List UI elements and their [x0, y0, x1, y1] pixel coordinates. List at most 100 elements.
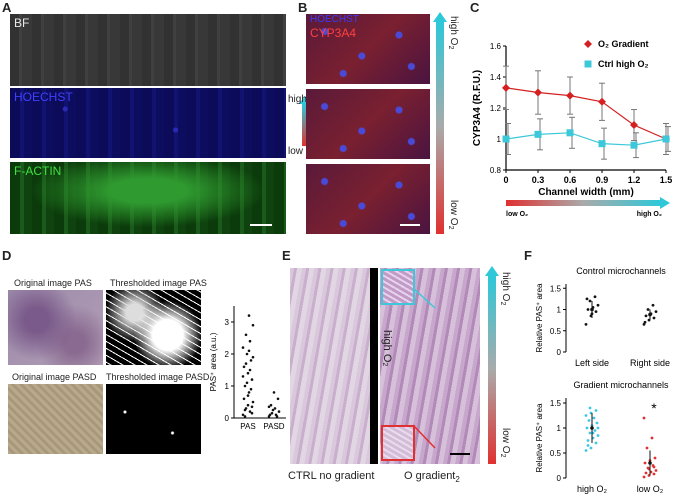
- ctrl-no-gradient-image: [290, 268, 370, 464]
- cyp3a4-image-middle: [306, 89, 430, 159]
- data-point: [246, 371, 250, 375]
- data-point: [251, 355, 255, 359]
- data-point: [247, 391, 251, 394]
- x-tick-label: 0: [503, 175, 508, 185]
- data-point: [654, 310, 658, 314]
- d-title-thresholded-pasd: Thresholded image PASD: [106, 372, 210, 382]
- scale-bar: [250, 224, 272, 226]
- data-point: [249, 359, 253, 362]
- data-point: [585, 426, 589, 430]
- data-point: [584, 449, 588, 452]
- series-line: [505, 132, 667, 146]
- data-point: [596, 426, 600, 430]
- hoechst-label: HOECHST: [14, 90, 73, 104]
- x-category-label: PASD: [263, 422, 284, 431]
- y-tick-label: 1.4: [490, 73, 502, 82]
- data-point: [246, 394, 250, 397]
- data-point: [594, 409, 598, 412]
- d-title-original-pasd: Original image PASD: [12, 372, 97, 382]
- data-point: [250, 405, 254, 409]
- data-point: [594, 310, 598, 314]
- data-point: [277, 410, 281, 413]
- y-tick-label: 0.5: [550, 449, 562, 458]
- mean-marker: [648, 461, 652, 465]
- legend-label: O₂ Gradient: [598, 39, 649, 49]
- e-low-o2-label: low O2: [499, 428, 511, 458]
- data-point: [594, 441, 598, 445]
- panel-letter-d: D: [2, 248, 12, 263]
- data-point: [268, 413, 272, 417]
- data-point: [653, 456, 657, 460]
- cyp3a4-image-top: HOECHST CYP3A4: [306, 14, 430, 84]
- hoechst-label-b: HOECHST: [310, 14, 359, 25]
- data-point: [273, 407, 277, 410]
- data-point: [270, 411, 274, 415]
- panel-letter-b: B: [298, 0, 308, 15]
- cyp3a4-image-bottom: [306, 164, 430, 234]
- panel-letter-a: A: [2, 0, 12, 15]
- data-point: [250, 378, 254, 381]
- data-point: [642, 416, 646, 420]
- inset-connector-lines: [412, 287, 470, 455]
- data-point: [248, 368, 252, 372]
- data-point-diamond: [566, 91, 574, 100]
- data-point: [247, 349, 251, 353]
- panel-letter-e: E: [282, 248, 291, 263]
- data-point: [243, 415, 247, 418]
- data-point: [644, 314, 648, 318]
- data-point: [642, 475, 646, 479]
- data-point: [643, 461, 647, 465]
- chart-f-bottom: Gradient microchannels 0 0.5 1 1.5 Relative P…: [535, 380, 669, 494]
- oxygen-gradient-bar-e: [485, 266, 499, 464]
- x-category-label: high O₂: [577, 484, 608, 494]
- panel-letter-c: C: [470, 0, 480, 15]
- data-point: [588, 406, 592, 410]
- data-point: [596, 434, 600, 437]
- data-point-diamond: [598, 97, 606, 106]
- data-point: [593, 429, 597, 432]
- e-caption-gradient: O gradient2: [404, 470, 460, 485]
- data-point: [245, 352, 249, 356]
- data-point: [654, 469, 658, 472]
- data-point: [251, 400, 255, 404]
- x-tick-label: 1.2: [628, 175, 641, 185]
- series-line: [505, 87, 667, 140]
- brightfield-image: BF: [10, 14, 286, 86]
- data-point: [644, 471, 648, 475]
- original-pasd-image: [8, 384, 103, 454]
- data-point: [643, 320, 647, 324]
- gradient-arrow-head: [660, 197, 670, 209]
- x-tick-label: 0.6: [564, 175, 577, 185]
- x-tick-label: 0.3: [532, 175, 545, 185]
- data-point: [584, 414, 588, 417]
- axis-low-label: low O₂: [506, 211, 528, 218]
- data-point: [652, 316, 656, 320]
- data-point: [586, 439, 590, 442]
- y-tick-label: 1: [225, 382, 230, 391]
- d-title-thresholded-pas: Thresholded image PAS: [110, 278, 207, 288]
- data-point: [242, 397, 246, 401]
- data-point-diamond: [502, 83, 510, 92]
- data-point-square: [502, 135, 510, 143]
- data-point: [269, 403, 273, 407]
- data-point: [271, 408, 275, 412]
- oxygen-gradient-bar-c: [506, 200, 660, 206]
- data-point: [584, 322, 588, 326]
- y-tick-label: 1: [557, 306, 562, 315]
- data-point: [651, 303, 655, 307]
- data-point-square: [534, 130, 542, 138]
- y-tick-label: 0: [557, 474, 562, 483]
- data-point: [596, 303, 600, 307]
- y-tick-label: 1.5: [550, 284, 562, 293]
- data-point: [248, 339, 252, 343]
- e-caption-ctrl: CTRL no gradient: [288, 470, 375, 482]
- data-point: [586, 444, 590, 447]
- separator-bar: [370, 268, 378, 464]
- factin-image: F-ACTIN: [10, 162, 286, 234]
- data-point: [246, 403, 250, 407]
- chart-title: Control microchannels: [576, 266, 666, 276]
- data-point: [652, 465, 656, 469]
- x-category-label: low O₂: [637, 484, 664, 494]
- data-point-diamond: [534, 88, 542, 97]
- thresholded-pas-image: [106, 290, 201, 365]
